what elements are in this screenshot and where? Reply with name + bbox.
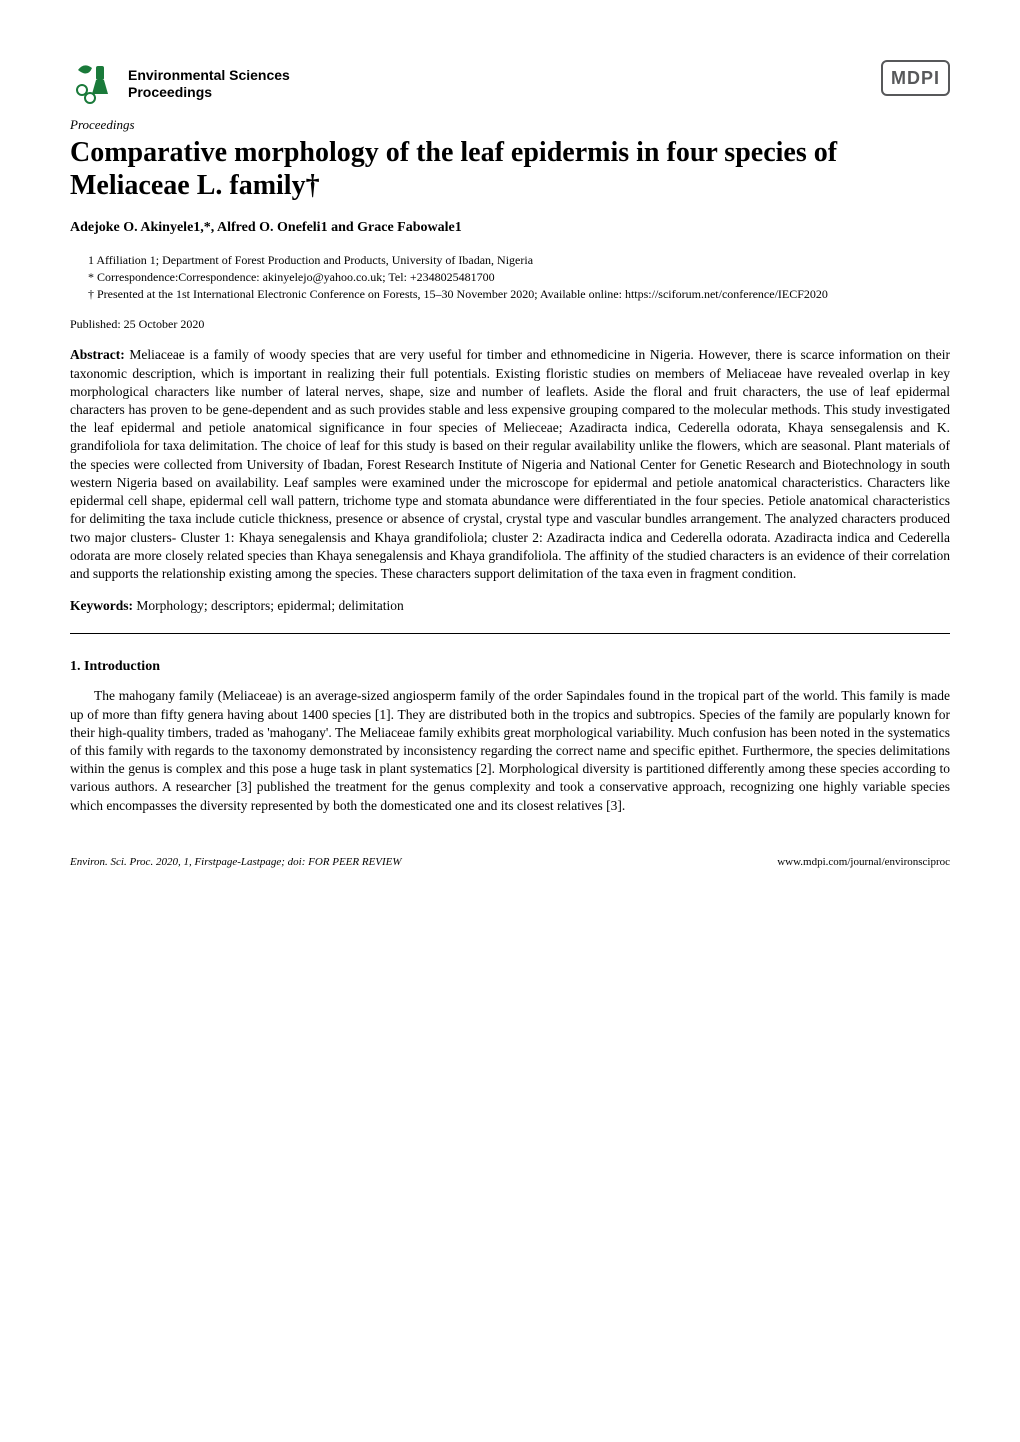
journal-icon <box>70 60 118 108</box>
journal-name: Environmental SciencesProceedings <box>128 67 290 101</box>
publisher-logo-text: MDPI <box>891 68 940 88</box>
affiliation-line: 1 Affiliation 1; Department of Forest Pr… <box>88 252 950 268</box>
footer-left: Environ. Sci. Proc. 2020, 1, Firstpage-L… <box>70 855 402 870</box>
publisher-logo: MDPI <box>881 60 950 96</box>
authors-line: Adejoke O. Akinyele1,*, Alfred O. Onefel… <box>70 219 950 238</box>
title-text: Comparative morphology of the leaf epide… <box>70 137 837 202</box>
journal-logo: Environmental SciencesProceedings <box>70 60 290 108</box>
abstract-text: Meliaceae is a family of woody species t… <box>70 347 950 581</box>
abstract-label: Abstract: <box>70 347 125 362</box>
keywords-label: Keywords: <box>70 598 133 613</box>
presented-at-line: † Presented at the 1st International Ele… <box>88 286 950 302</box>
footer-right: www.mdpi.com/journal/environsciproc <box>777 855 950 870</box>
separator-rule <box>70 633 950 634</box>
keywords: Keywords: Morphology; descriptors; epide… <box>70 597 950 615</box>
intro-paragraph: The mahogany family (Meliaceae) is an av… <box>70 687 950 815</box>
section-heading-intro: 1. Introduction <box>70 658 950 677</box>
page-footer: Environ. Sci. Proc. 2020, 1, Firstpage-L… <box>70 855 950 870</box>
abstract: Abstract: Meliaceae is a family of woody… <box>70 346 950 583</box>
article-title: Comparative morphology of the leaf epide… <box>70 136 950 203</box>
article-type: Proceedings <box>70 116 950 134</box>
keywords-text: Morphology; descriptors; epidermal; deli… <box>133 598 404 613</box>
affiliations: 1 Affiliation 1; Department of Forest Pr… <box>70 252 950 303</box>
header: Environmental SciencesProceedings MDPI <box>70 60 950 108</box>
published-date: Published: 25 October 2020 <box>70 316 950 332</box>
journal-name-text: Environmental SciencesProceedings <box>128 67 290 100</box>
correspondence-line: * Correspondence:Correspondence: akinyel… <box>88 269 950 285</box>
